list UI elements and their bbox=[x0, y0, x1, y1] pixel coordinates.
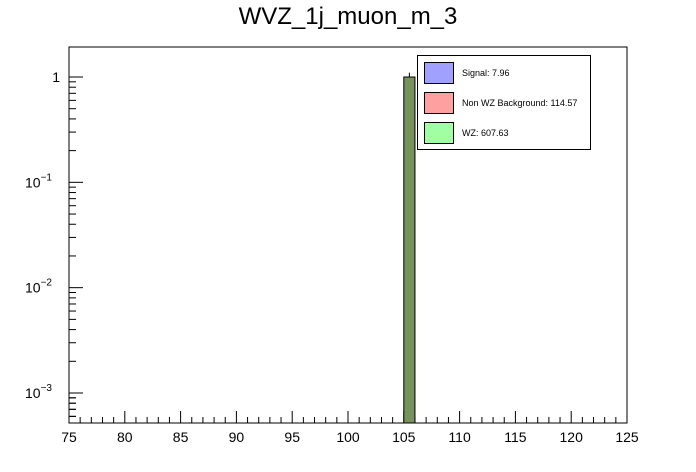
x-tick-label: 90 bbox=[229, 429, 245, 445]
chart-title: WVZ_1j_muon_m_3 bbox=[238, 3, 458, 30]
histogram-bar bbox=[403, 76, 416, 424]
y-tick-label: 10−3 bbox=[25, 383, 52, 401]
x-tick-label: 100 bbox=[336, 429, 360, 445]
x-tick-label: 125 bbox=[615, 429, 639, 445]
legend-label-non-wz-background: Non WZ Background: 114.57 bbox=[462, 98, 578, 108]
legend-swatch-wz bbox=[424, 122, 454, 144]
x-tick-label: 110 bbox=[448, 429, 471, 445]
legend-label-signal: Signal: 7.96 bbox=[462, 68, 510, 78]
y-tick-label: 1 bbox=[52, 69, 60, 85]
legend: Signal: 7.96 Non WZ Background: 114.57 W… bbox=[417, 55, 591, 150]
x-tick-label: 105 bbox=[392, 429, 416, 445]
legend-item-non-wz-background: Non WZ Background: 114.57 bbox=[424, 92, 590, 116]
y-axis: 1 10−1 10−2 10−3 bbox=[25, 69, 83, 417]
x-tick-label: 80 bbox=[117, 429, 133, 445]
legend-swatch-non-wz-background bbox=[424, 92, 454, 114]
legend-item-wz: WZ: 607.63 bbox=[424, 122, 590, 146]
legend-item-signal: Signal: 7.96 bbox=[424, 62, 590, 86]
x-tick-label: 75 bbox=[61, 429, 77, 445]
x-tick-label: 120 bbox=[560, 429, 584, 445]
y-tick-label: 10−1 bbox=[25, 172, 52, 190]
x-tick-label: 95 bbox=[284, 429, 300, 445]
legend-swatch-signal bbox=[424, 62, 454, 84]
histogram-bars bbox=[403, 72, 416, 424]
legend-label-wz: WZ: 607.63 bbox=[462, 128, 509, 138]
y-tick-label: 10−2 bbox=[25, 278, 52, 296]
x-tick-label: 85 bbox=[173, 429, 189, 445]
x-axis: 75 80 85 90 95 100 105 110 115 120 125 bbox=[61, 411, 639, 445]
x-tick-label: 115 bbox=[504, 429, 527, 445]
